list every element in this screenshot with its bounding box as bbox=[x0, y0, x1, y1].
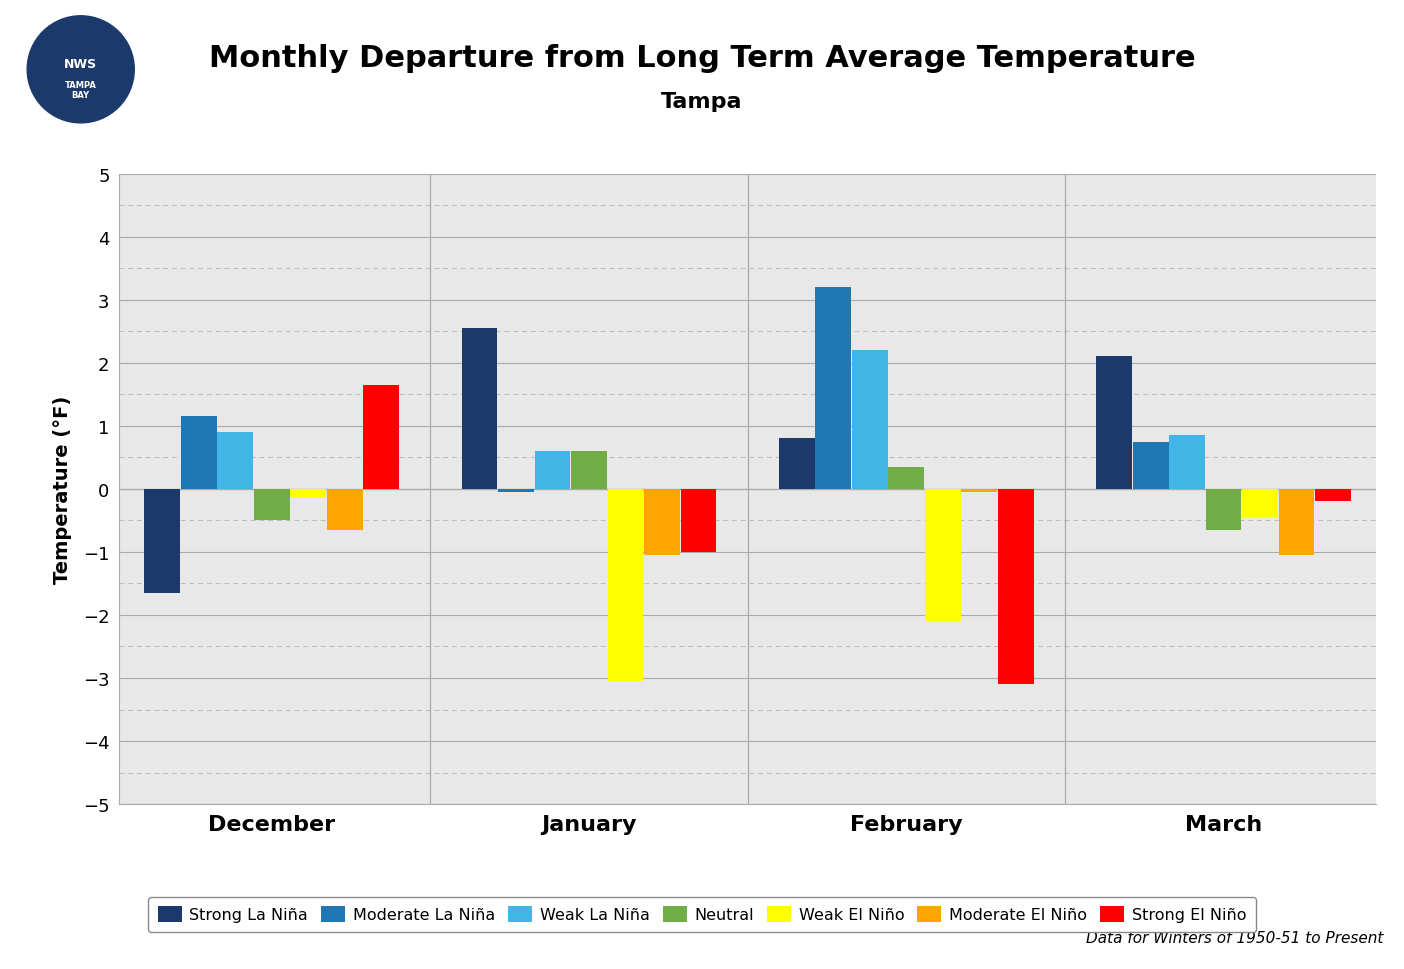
Bar bbox=[644, 489, 680, 555]
Bar bbox=[816, 288, 851, 489]
Bar bbox=[889, 467, 924, 489]
Bar bbox=[962, 489, 997, 492]
Bar bbox=[852, 351, 887, 489]
Bar bbox=[925, 489, 960, 622]
Bar bbox=[608, 489, 643, 681]
Bar bbox=[1133, 442, 1168, 489]
Bar bbox=[1206, 489, 1241, 530]
Bar bbox=[291, 489, 326, 499]
Bar bbox=[1170, 436, 1205, 489]
Bar bbox=[498, 489, 534, 492]
Text: Monthly Departure from Long Term Average Temperature: Monthly Departure from Long Term Average… bbox=[209, 44, 1195, 73]
Bar bbox=[181, 417, 216, 489]
Bar bbox=[462, 328, 497, 489]
Bar bbox=[1316, 489, 1351, 502]
Legend: Strong La Niña, Moderate La Niña, Weak La Niña, Neutral, Weak El Niño, Moderate : Strong La Niña, Moderate La Niña, Weak L… bbox=[147, 896, 1257, 932]
Bar bbox=[1097, 358, 1132, 489]
Bar bbox=[364, 386, 399, 489]
Text: Data for Winters of 1950-51 to Present: Data for Winters of 1950-51 to Present bbox=[1085, 930, 1383, 945]
Text: Tampa: Tampa bbox=[661, 92, 743, 112]
Bar bbox=[254, 489, 289, 521]
Bar bbox=[327, 489, 362, 530]
Text: TAMPA
BAY: TAMPA BAY bbox=[65, 80, 97, 100]
Circle shape bbox=[27, 16, 135, 124]
Bar bbox=[998, 489, 1033, 685]
Bar bbox=[681, 489, 716, 552]
Text: NWS: NWS bbox=[65, 58, 97, 71]
Bar bbox=[779, 439, 814, 489]
Bar bbox=[571, 452, 607, 489]
Bar bbox=[218, 432, 253, 489]
Bar bbox=[535, 452, 570, 489]
Bar bbox=[1243, 489, 1278, 517]
Y-axis label: Temperature (°F): Temperature (°F) bbox=[53, 395, 72, 583]
Bar bbox=[1279, 489, 1314, 555]
Bar bbox=[145, 489, 180, 593]
